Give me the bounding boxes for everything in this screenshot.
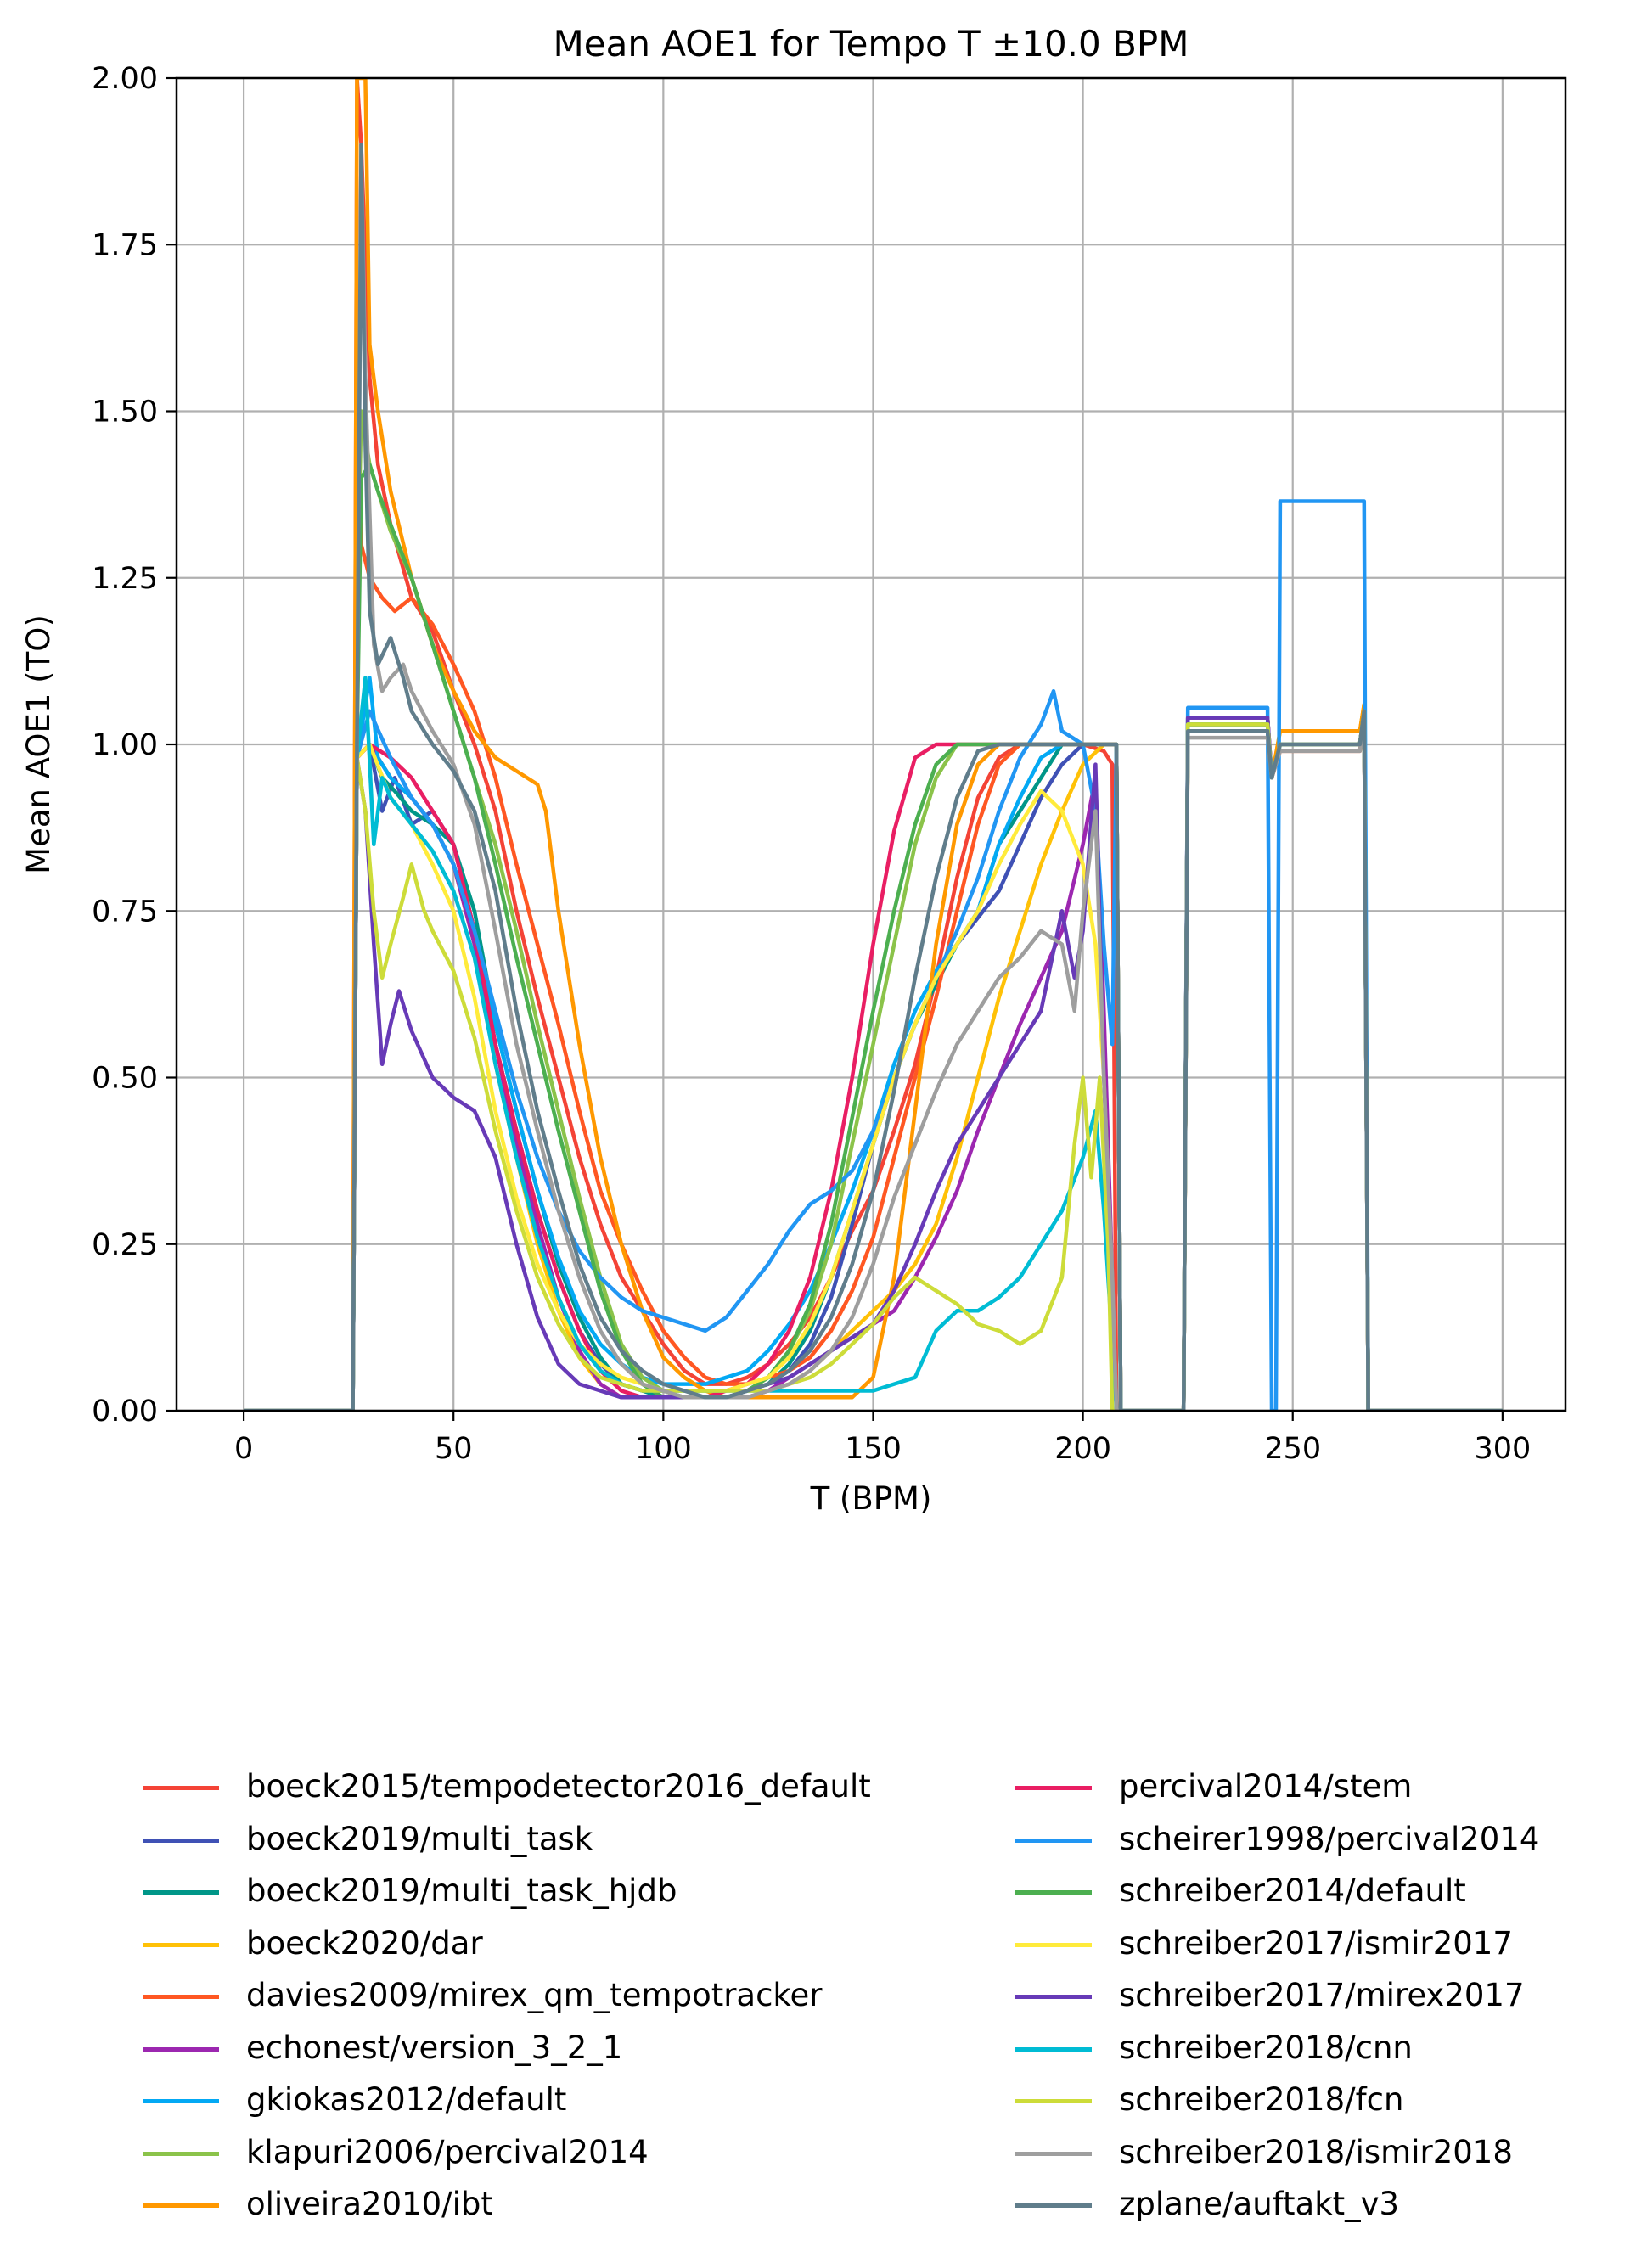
x-axis-label: T (BPM) [810,1480,932,1517]
legend-label: schreiber2018/cnn [1119,2029,1413,2066]
y-tick-label: 1.50 [92,396,158,429]
legend-label: boeck2015/tempodetector2016_default [246,1768,871,1805]
series-line-13 [244,709,1503,1411]
series-line-15 [244,676,1503,1411]
legend-label: schreiber2017/mirex2017 [1119,1977,1525,2013]
y-tick-label: 1.25 [92,562,158,596]
series-line-18 [244,143,1503,1411]
series-line-16 [244,709,1503,1411]
legend-swatch [1015,1786,1092,1790]
legend-label: schreiber2017/ismir2017 [1119,1924,1513,1962]
legend-label: boeck2020/dar [246,1924,483,1962]
y-tick-label: 1.00 [92,728,158,762]
x-axis-ticks: 0 50 100 150 200 250 300 [234,1411,1531,1466]
series-line-12 [244,463,1503,1411]
series-line-9 [244,78,1503,1411]
y-tick-label: 1.75 [92,228,158,262]
legend-swatch [1015,1838,1092,1843]
legend-label: scheirer1998/percival2014 [1119,1820,1540,1857]
chart-title: Mean AOE1 for Tempo T ±10.0 BPM [554,23,1189,65]
legend-label: zplane/auftakt_v3 [1119,2186,1400,2222]
legend-label: schreiber2018/ismir2018 [1119,2133,1513,2170]
legend-swatch [143,2099,219,2103]
legend-swatch [143,2203,219,2208]
x-tick-label: 100 [635,1432,692,1466]
legend-label: schreiber2018/fcn [1119,2081,1404,2118]
legend-swatch [1015,1890,1092,1895]
series-line-11 [244,499,1503,1411]
legend-swatch [143,1942,219,1947]
y-tick-label: 0.25 [92,1228,158,1262]
legend-label: schreiber2014/default [1119,1872,1466,1909]
y-axis-ticks: 0.00 0.25 0.50 0.75 1.00 1.25 1.50 1.75 2.00 [92,62,177,1429]
legend-swatch [143,1890,219,1895]
legend-label: boeck2019/multi_task [246,1820,593,1857]
series-line-5 [244,409,1503,1411]
legend-swatch [1015,1942,1092,1947]
series-line-14 [244,709,1503,1411]
legend-label: oliveira2010/ibt [246,2186,493,2222]
y-tick-label: 0.00 [92,1395,158,1429]
legend-label: gkiokas2012/default [246,2081,567,2118]
legend-label: davies2009/mirex_qm_tempotracker [246,1977,823,2013]
legend-label: percival2014/stem [1119,1768,1413,1805]
legend-swatch [1015,2203,1092,2208]
x-tick-label: 0 [234,1432,253,1466]
legend-swatch [143,1838,219,1843]
x-tick-label: 300 [1474,1432,1531,1466]
legend-label: echonest/version_3_2_1 [246,2029,623,2066]
legend-swatch [143,2046,219,2052]
legend-swatch [143,2151,219,2156]
series-lines [244,78,1503,1411]
y-tick-label: 0.50 [92,1062,158,1096]
legend-swatch [1015,2099,1092,2103]
legend-label: klapuri2006/percival2014 [246,2133,649,2170]
x-tick-label: 50 [435,1432,473,1466]
y-axis-label: Mean AOE1 (TO) [20,615,57,874]
series-line-17 [244,143,1503,1411]
x-tick-label: 250 [1264,1432,1321,1466]
legend-swatch [1015,1995,1092,1999]
legend-label: boeck2019/multi_task_hjdb [246,1872,677,1909]
legend-swatch [1015,2151,1092,2156]
legend-swatch [143,1995,219,1999]
y-tick-label: 2.00 [92,62,158,96]
y-tick-label: 0.75 [92,895,158,929]
legend-swatch [143,1786,219,1790]
x-tick-label: 200 [1054,1432,1111,1466]
legend-swatch [1015,2046,1092,2052]
x-tick-label: 150 [845,1432,902,1466]
